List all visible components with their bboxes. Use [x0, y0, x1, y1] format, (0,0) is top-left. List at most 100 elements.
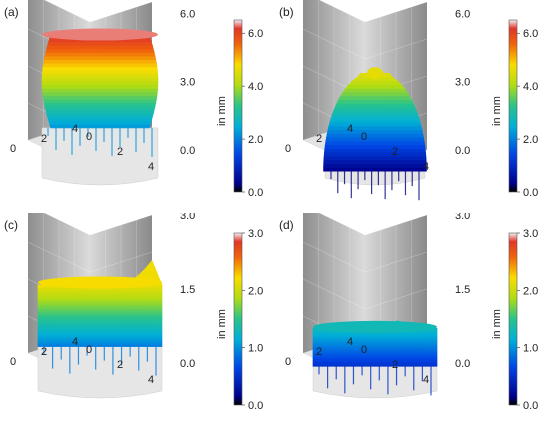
surface-top — [38, 276, 162, 289]
surface-band — [48, 120, 152, 125]
y-tick-label: 2 — [41, 346, 47, 358]
surface-band — [41, 80, 159, 86]
surface-top — [42, 28, 158, 41]
x-tick-label: 4 — [423, 161, 429, 173]
x-tick-label: 0 — [361, 131, 367, 143]
colorbar-tick-label: 4.0 — [523, 81, 538, 93]
surface-band — [37, 294, 163, 298]
surface-band — [42, 66, 158, 71]
surface-band — [37, 289, 163, 293]
surface-panel-d: 0.0 1.5 3.0 0 2 4 0 2 4 (d) 0.0 1.0 2.0 3.0 in mm — [275, 213, 550, 425]
colorbar-unit-label: in mm — [216, 309, 228, 339]
surface-band — [43, 59, 157, 64]
surface-band — [37, 329, 163, 333]
surface-band — [37, 341, 163, 345]
surface-band — [331, 110, 419, 115]
surface-band — [323, 152, 427, 157]
surface-band — [46, 113, 154, 118]
colorbar-tick-label: 0.0 — [248, 400, 263, 412]
y-tick-label: 2 — [41, 133, 47, 145]
y-tick-label: 4 — [347, 123, 353, 135]
surface-band — [37, 301, 163, 305]
surface-band — [37, 309, 163, 313]
surface-band — [324, 148, 426, 153]
surface-band — [47, 41, 153, 46]
surface-band — [323, 159, 427, 164]
surface-band — [37, 316, 163, 320]
surface-band — [37, 331, 163, 335]
z-tick-label: 3.0 — [180, 77, 195, 89]
x-tick-label: 2 — [117, 146, 123, 158]
z-tick-label: 0.0 — [180, 145, 195, 157]
surface-band — [326, 129, 424, 134]
surface-band — [42, 91, 158, 96]
x-tick-label: 0 — [86, 344, 92, 356]
colorbar-unit-label: in mm — [491, 96, 503, 126]
colorbar-tick-label: 0.0 — [523, 187, 538, 199]
colorbar-tick-label: 3.0 — [248, 228, 263, 240]
surface-band — [342, 88, 408, 93]
y-tick-label: 0 — [10, 143, 16, 155]
surface-panel-c: 0.0 1.5 3.0 0 2 4 0 2 4 (c) 0.0 1.0 2.0 3.0 in mm — [0, 213, 275, 425]
surface-band — [41, 70, 159, 75]
surface-band — [37, 321, 163, 325]
y-tick-label: 2 — [316, 346, 322, 358]
z-tick-label: 0.0 — [180, 358, 195, 370]
surface-band — [43, 55, 157, 60]
colorbar-tick-label: 2.0 — [523, 134, 538, 146]
panel-label: (b) — [279, 5, 294, 19]
colorbar-tick-label: 4.0 — [248, 81, 263, 93]
surface-mesh — [37, 259, 163, 399]
surface-mesh — [312, 320, 438, 399]
colorbar-tick-label: 1.0 — [248, 343, 263, 355]
surface-band — [41, 88, 159, 93]
panel-label: (a) — [4, 5, 19, 19]
surface-band — [37, 326, 163, 330]
colorbar — [233, 232, 243, 406]
surface-mesh — [323, 67, 427, 201]
z-tick-label: 3.0 — [180, 213, 195, 222]
surface-band — [45, 48, 155, 53]
surface-band — [41, 77, 159, 82]
surface-band — [328, 121, 422, 127]
z-tick-label: 3.0 — [455, 77, 470, 89]
surface-band — [43, 102, 157, 107]
x-tick-label: 4 — [148, 161, 154, 173]
x-tick-label: 2 — [392, 359, 398, 371]
colorbar-tick-label: 1.0 — [523, 343, 538, 355]
y-tick-label: 0 — [285, 143, 291, 155]
panel-label: (d) — [279, 218, 294, 232]
surface-side — [312, 366, 438, 399]
surface-side — [37, 346, 163, 399]
surface-band — [37, 314, 163, 318]
surface-side — [41, 127, 159, 186]
surface-band — [340, 91, 410, 97]
surface-band — [329, 118, 421, 123]
colorbar-unit-label: in mm — [216, 96, 228, 126]
surface-band — [325, 136, 425, 142]
surface-band — [37, 336, 163, 340]
surface-band — [37, 306, 163, 310]
surface-band — [326, 133, 424, 138]
surface-band — [37, 319, 163, 323]
y-tick-label: 4 — [72, 336, 78, 348]
x-tick-label: 2 — [392, 146, 398, 158]
surface-band — [41, 73, 159, 78]
z-tick-label: 1.5 — [180, 284, 195, 296]
x-tick-label: 0 — [361, 344, 367, 356]
surface-band — [43, 98, 157, 104]
surface-band — [345, 84, 405, 89]
z-tick-label: 6.0 — [180, 8, 195, 20]
z-tick-label: 3.0 — [455, 213, 470, 222]
y-tick-label: 0 — [285, 356, 291, 368]
y-tick-label: 0 — [10, 356, 16, 368]
surface-band — [47, 116, 153, 122]
surface-band — [37, 343, 163, 347]
surface-top — [313, 320, 437, 333]
surface-band — [37, 299, 163, 303]
x-tick-label: 0 — [86, 131, 92, 143]
surface-band — [37, 324, 163, 328]
colorbar — [508, 232, 518, 406]
surface-band — [44, 106, 156, 111]
